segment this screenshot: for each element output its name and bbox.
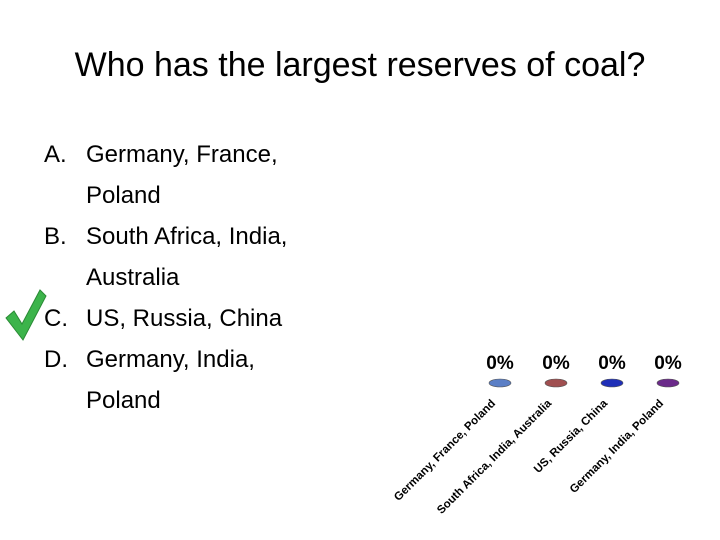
category-label: Germany, India, Poland <box>568 398 666 496</box>
category-label: Germany, France, Poland <box>392 398 498 504</box>
category-label: South Africa, India, Australia <box>435 397 554 516</box>
value-label: 0% <box>486 353 514 374</box>
option: C. US, Russia, China <box>44 298 336 339</box>
option-letter: B. <box>44 223 67 250</box>
value-label: 0% <box>542 353 570 374</box>
option-text: Germany, France, Poland <box>86 141 278 209</box>
bar <box>544 378 568 388</box>
slide-title: Who has the largest reserves of coal? <box>74 46 646 84</box>
value-label: 0% <box>598 353 626 374</box>
option-text: Germany, India, Poland <box>86 346 255 414</box>
option-letter: D. <box>44 346 68 373</box>
bar <box>488 378 512 388</box>
option: A. Germany, France, Poland <box>44 134 336 216</box>
bar <box>656 378 680 388</box>
value-label: 0% <box>654 353 682 374</box>
option-list: A. Germany, France, Poland B. South Africa,… <box>44 134 336 421</box>
option: B. South Africa, India, Australia <box>44 216 336 298</box>
option: D. Germany, India, Poland <box>44 339 336 421</box>
option-letter: C. <box>44 305 68 332</box>
option-text: South Africa, India, Australia <box>86 223 288 291</box>
option-letter: A. <box>44 141 67 168</box>
check-mark <box>5 289 47 341</box>
option-text: US, Russia, China <box>86 305 283 332</box>
bar <box>600 378 624 388</box>
